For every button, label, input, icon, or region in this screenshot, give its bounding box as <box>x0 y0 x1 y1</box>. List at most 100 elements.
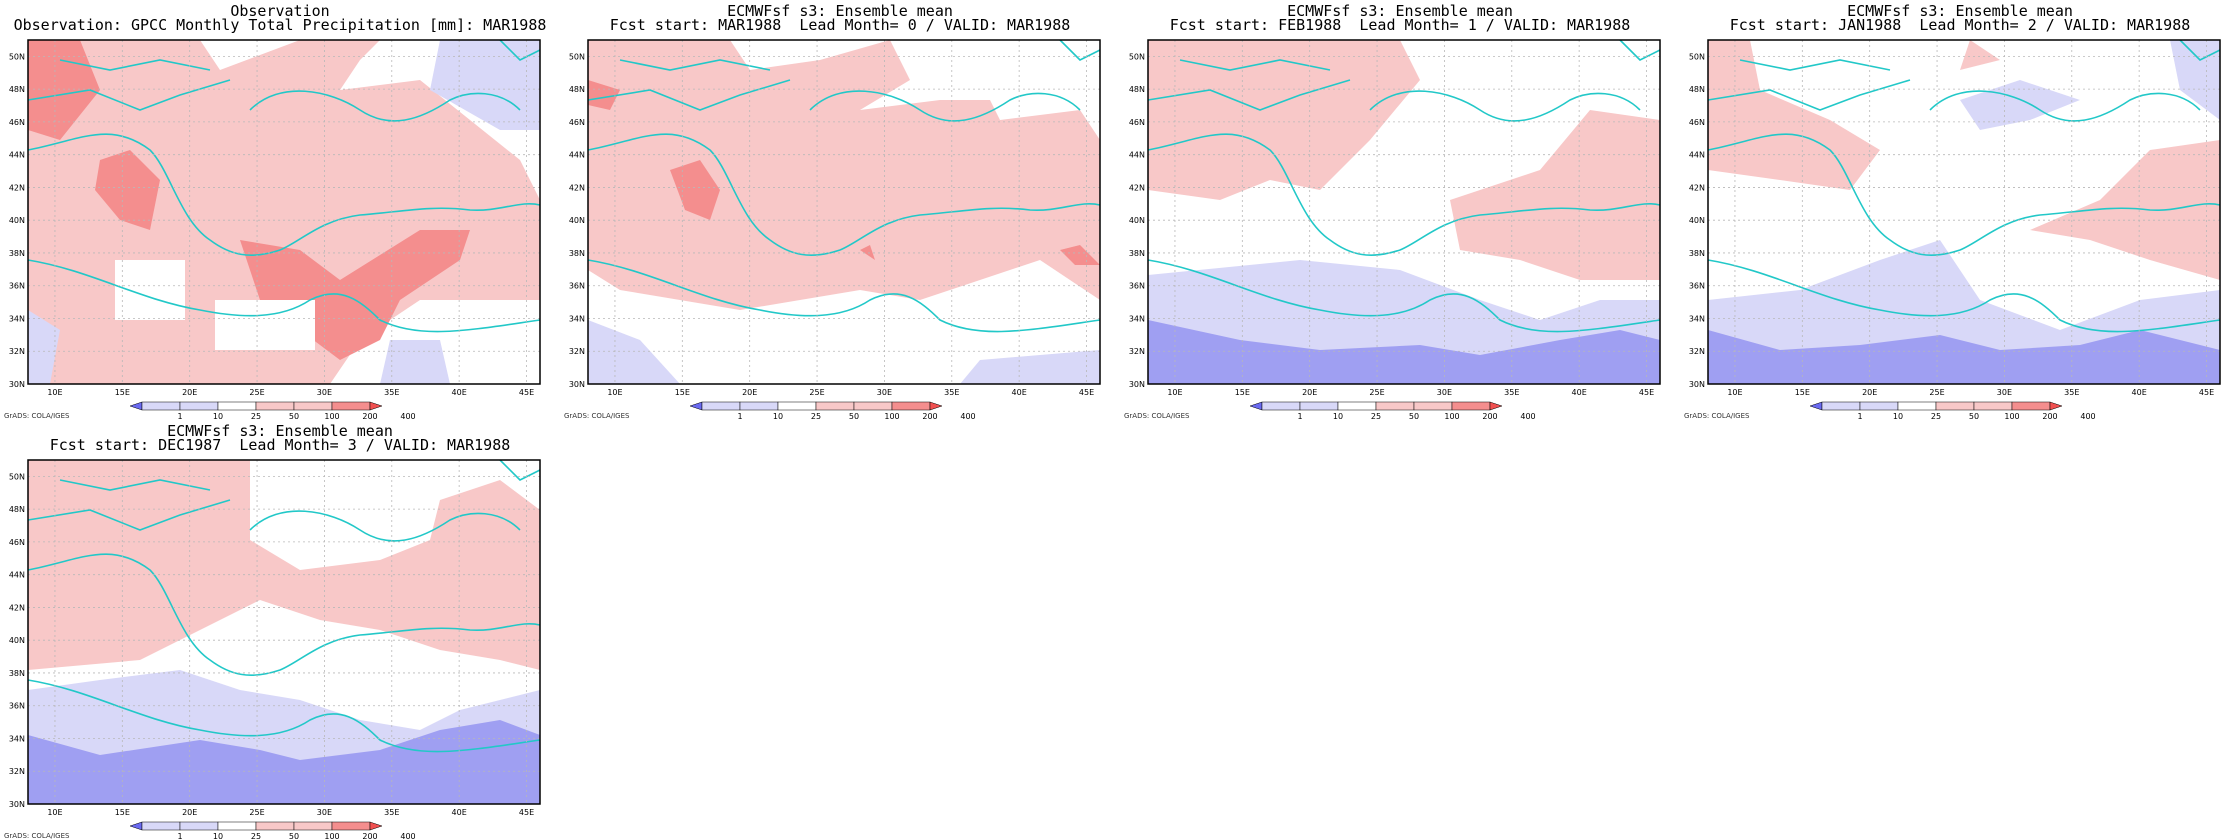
panel-title: Observation <box>230 2 330 20</box>
lon-label: 20E <box>182 388 197 397</box>
colorbar-segment <box>891 401 931 411</box>
lat-label: 30N <box>9 800 25 809</box>
lon-label: 35E <box>384 808 399 817</box>
colorbar-label: 10 <box>213 412 223 420</box>
colorbar: 1 10 25 50 100 200 400 <box>1809 401 2096 420</box>
lat-label: 40N <box>9 216 25 225</box>
coastline <box>27 459 541 753</box>
colorbar-segment <box>217 821 257 831</box>
colorbar-label: 50 <box>1969 412 1979 420</box>
colorbar-segment <box>777 401 817 411</box>
colorbar-segment <box>293 401 333 411</box>
lon-label: 40E <box>452 808 467 817</box>
colorbar-segment <box>853 401 893 411</box>
colorbar-segment <box>739 401 779 411</box>
precip-map-obs: 50N 48N 46N 44N 42N 40N 38N 36N 34N 32N 30N 10E 15E 2… <box>9 39 541 420</box>
colorbar-arrow-low <box>689 401 703 411</box>
lon-label: 35E <box>944 388 959 397</box>
colorbar-label: 100 <box>1444 412 1459 420</box>
lon-label: 40E <box>2132 388 2147 397</box>
lat-label: 48N <box>569 85 585 94</box>
panel-subtitle: Fcst start: MAR1988 Lead Month= 0 / VALI… <box>609 16 1071 34</box>
colorbar-label: 100 <box>2004 412 2019 420</box>
lon-label: 10E <box>47 388 62 397</box>
colorbar-segment <box>701 401 741 411</box>
colorbar-segment <box>141 401 181 411</box>
lat-label: 36N <box>9 282 25 291</box>
colorbar-label: 25 <box>811 412 821 420</box>
lon-label: 15E <box>115 388 130 397</box>
colorbar-segment <box>1413 401 1453 411</box>
lon-label: 45E <box>1079 388 1094 397</box>
colorbar-arrow-high <box>2049 401 2063 411</box>
panel-title: ECMWFsf s3: Ensemble mean <box>1287 2 1513 20</box>
colorbar-label: 100 <box>884 412 899 420</box>
colorbar-arrow-high <box>929 401 943 411</box>
panel-observation: 50N 48N 46N 44N 42N 40N 38N 36N 34N 32N 30N 10E 15E 2… <box>0 0 560 421</box>
lat-label: 32N <box>1129 347 1145 356</box>
lat-label: 50N <box>1689 52 1705 61</box>
colorbar-label: 100 <box>324 412 339 420</box>
lat-label: 34N <box>1129 314 1145 323</box>
panel-title: ECMWFsf s3: Ensemble mean <box>1847 2 2073 20</box>
lon-label: 10E <box>607 388 622 397</box>
lat-label: 30N <box>1129 380 1145 389</box>
lat-label: 36N <box>569 282 585 291</box>
lat-label: 30N <box>9 380 25 389</box>
colorbar-label: 1 <box>177 832 182 840</box>
colorbar-segment <box>1973 401 2013 411</box>
lon-label: 25E <box>249 808 264 817</box>
colorbar-segment <box>1859 401 1899 411</box>
colorbar: 1 10 25 50 100 200 400 <box>129 821 416 840</box>
lon-label: 20E <box>1862 388 1877 397</box>
lat-label: 32N <box>1689 347 1705 356</box>
lat-label: 40N <box>1689 216 1705 225</box>
gridlines <box>1708 40 2220 385</box>
colorbar-label: 1 <box>1297 412 1302 420</box>
panel-lead-1: 50N 48N 46N 44N 42N 40N 38N 36N 34N 32N 30N 10E 15E 2… <box>1120 0 1680 420</box>
grads-credit: GrADS: COLA/IGES <box>1684 412 1750 420</box>
lat-label: 46N <box>9 538 25 547</box>
colorbar-label: 200 <box>362 412 377 420</box>
colorbar: 1 10 25 50 100 200 400 <box>1249 401 1536 420</box>
colorbar-arrow-low <box>129 821 143 831</box>
lon-label: 15E <box>675 388 690 397</box>
lat-label: 32N <box>9 347 25 356</box>
colorbar-label: 100 <box>324 832 339 840</box>
lon-label: 10E <box>47 808 62 817</box>
colorbar-segment <box>1451 401 1491 411</box>
gridlines <box>1148 40 1660 385</box>
colorbar-label: 1 <box>1857 412 1862 420</box>
colorbar-label: 1 <box>177 412 182 420</box>
lat-label: 36N <box>9 702 25 711</box>
lon-label: 10E <box>1167 388 1182 397</box>
lon-label: 25E <box>1929 388 1944 397</box>
grads-credit: GrADS: COLA/IGES <box>564 412 630 420</box>
colorbar-arrow-high <box>369 821 383 831</box>
colorbar-label: 200 <box>922 412 937 420</box>
coastline <box>1147 39 1661 333</box>
lon-label: 30E <box>317 808 332 817</box>
lon-label: 45E <box>1639 388 1654 397</box>
lat-label: 44N <box>1129 151 1145 160</box>
colorbar-label: 400 <box>400 832 415 840</box>
colorbar-segment <box>1897 401 1937 411</box>
lat-label: 40N <box>9 636 25 645</box>
colorbar-arrow-low <box>129 401 143 411</box>
lon-label: 45E <box>519 388 534 397</box>
colorbar-label: 25 <box>251 832 261 840</box>
lat-label: 42N <box>1129 183 1145 192</box>
colorbar-segment <box>1337 401 1377 411</box>
lat-label: 46N <box>9 118 25 127</box>
colorbar-label: 25 <box>1371 412 1381 420</box>
lat-label: 34N <box>1689 314 1705 323</box>
lat-label: 44N <box>569 151 585 160</box>
lat-label: 50N <box>1129 52 1145 61</box>
lon-label: 25E <box>249 388 264 397</box>
lat-label: 36N <box>1689 282 1705 291</box>
lon-label: 30E <box>877 388 892 397</box>
panel-lead-2: 50N 48N 46N 44N 42N 40N 38N 36N 34N 32N 30N 10E 15E 2… <box>1680 0 2240 420</box>
colorbar-label: 200 <box>2042 412 2057 420</box>
lon-label: 45E <box>2199 388 2214 397</box>
colorbar-label: 10 <box>1893 412 1903 420</box>
